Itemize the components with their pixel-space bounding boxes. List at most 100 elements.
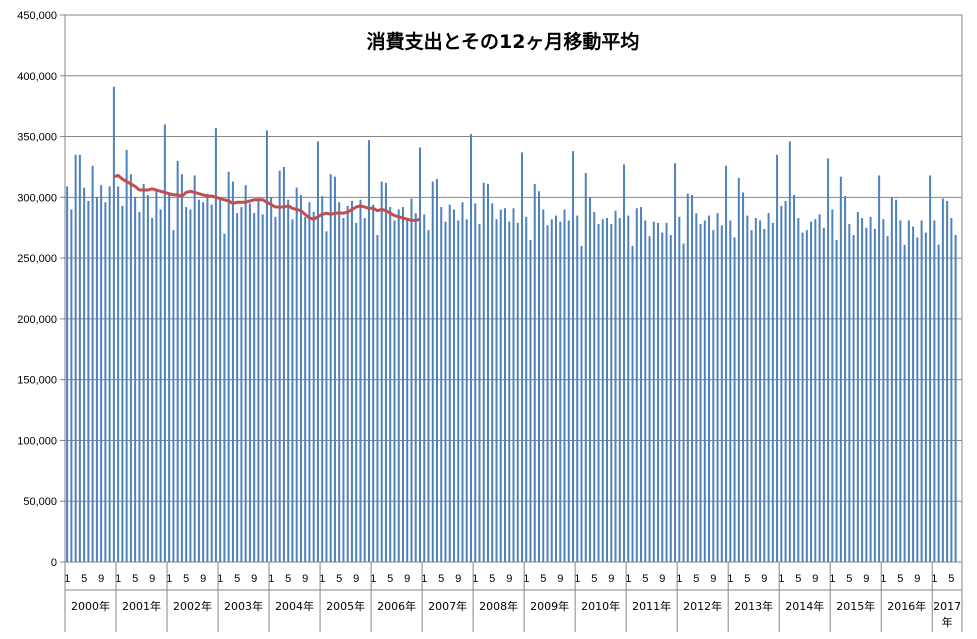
y-tick-label: 100,000 — [17, 435, 57, 447]
x-month-label: 1 — [625, 573, 631, 585]
x-month-label: 5 — [795, 573, 801, 585]
x-month-label: 5 — [183, 573, 189, 585]
bar — [367, 140, 370, 562]
bar — [151, 218, 154, 562]
bar — [478, 224, 481, 562]
bar — [759, 220, 762, 562]
x-month-label: 9 — [404, 573, 410, 585]
x-month-label: 1 — [880, 573, 886, 585]
bar — [801, 232, 804, 562]
bar — [350, 200, 353, 563]
bar — [321, 196, 324, 562]
bar — [661, 232, 664, 562]
bar — [117, 186, 120, 562]
year-label: 2010年 — [581, 599, 620, 613]
x-month-label: 1 — [166, 573, 172, 585]
bar — [389, 207, 392, 562]
x-month-label: 9 — [659, 573, 665, 585]
bar — [146, 194, 149, 562]
year-label: 2009年 — [530, 599, 569, 613]
bar — [346, 205, 349, 562]
bar — [567, 220, 570, 562]
bar — [669, 235, 672, 562]
bar — [869, 216, 872, 562]
bar — [827, 158, 830, 562]
bar — [627, 215, 630, 562]
bar — [168, 192, 171, 562]
bar — [231, 181, 234, 562]
x-month-label: 5 — [948, 573, 954, 585]
bar — [890, 197, 893, 562]
year-label: 2004年 — [275, 599, 314, 613]
x-month-label: 1 — [421, 573, 427, 585]
bar — [253, 213, 256, 562]
bar — [355, 222, 358, 563]
bar — [576, 215, 579, 562]
x-month-label: 1 — [727, 573, 733, 585]
x-month-label: 1 — [676, 573, 682, 585]
bar — [287, 199, 290, 562]
year-label: 2017 — [933, 600, 961, 613]
year-label: 2007年 — [428, 599, 467, 613]
bar — [844, 196, 847, 562]
bar — [465, 219, 468, 562]
gridlines — [64, 14, 963, 563]
bar — [946, 200, 949, 563]
x-month-label: 9 — [353, 573, 359, 585]
bar — [720, 225, 723, 563]
y-tick-label: 0 — [51, 557, 57, 569]
bar — [457, 220, 460, 562]
bar — [278, 170, 281, 562]
bar — [954, 235, 957, 562]
x-month-label: 5 — [234, 573, 240, 585]
bar — [384, 182, 387, 562]
bar — [631, 245, 634, 562]
x-month-label: 9 — [302, 573, 308, 585]
x-month-label: 5 — [744, 573, 750, 585]
year-label: 2005年 — [326, 599, 365, 613]
bar — [546, 225, 549, 563]
bar — [435, 179, 438, 562]
bar — [950, 218, 953, 562]
bar — [555, 215, 558, 562]
bar — [542, 209, 545, 563]
x-month-label: 1 — [574, 573, 580, 585]
bar — [678, 216, 681, 562]
bar — [112, 86, 115, 562]
bar — [333, 176, 336, 563]
bar — [810, 221, 813, 562]
bar — [338, 202, 341, 562]
bar — [916, 237, 919, 562]
bar — [100, 185, 103, 562]
x-month-label: 9 — [761, 573, 767, 585]
bar — [793, 194, 796, 562]
x-month-label: 5 — [540, 573, 546, 585]
bar — [448, 204, 451, 562]
bar — [295, 187, 298, 563]
bar — [291, 219, 294, 562]
bar — [750, 230, 753, 562]
bar — [533, 183, 536, 562]
y-tick-label: 50,000 — [23, 496, 57, 508]
bar — [163, 124, 166, 563]
bar — [516, 222, 519, 563]
bar — [304, 216, 307, 562]
bar — [563, 209, 566, 563]
bar — [878, 175, 881, 562]
bar — [393, 220, 396, 562]
bar — [316, 141, 319, 563]
bar — [686, 193, 689, 562]
bar — [835, 239, 838, 562]
bar — [784, 200, 787, 563]
bar — [74, 154, 77, 563]
bar — [452, 209, 455, 563]
bar — [584, 173, 587, 562]
bar — [725, 165, 728, 563]
bar — [716, 213, 719, 562]
bar — [601, 219, 604, 562]
x-month-label: 9 — [251, 573, 257, 585]
year-label: 2000年 — [71, 599, 110, 613]
x-month-label: 5 — [438, 573, 444, 585]
bar — [401, 207, 404, 562]
